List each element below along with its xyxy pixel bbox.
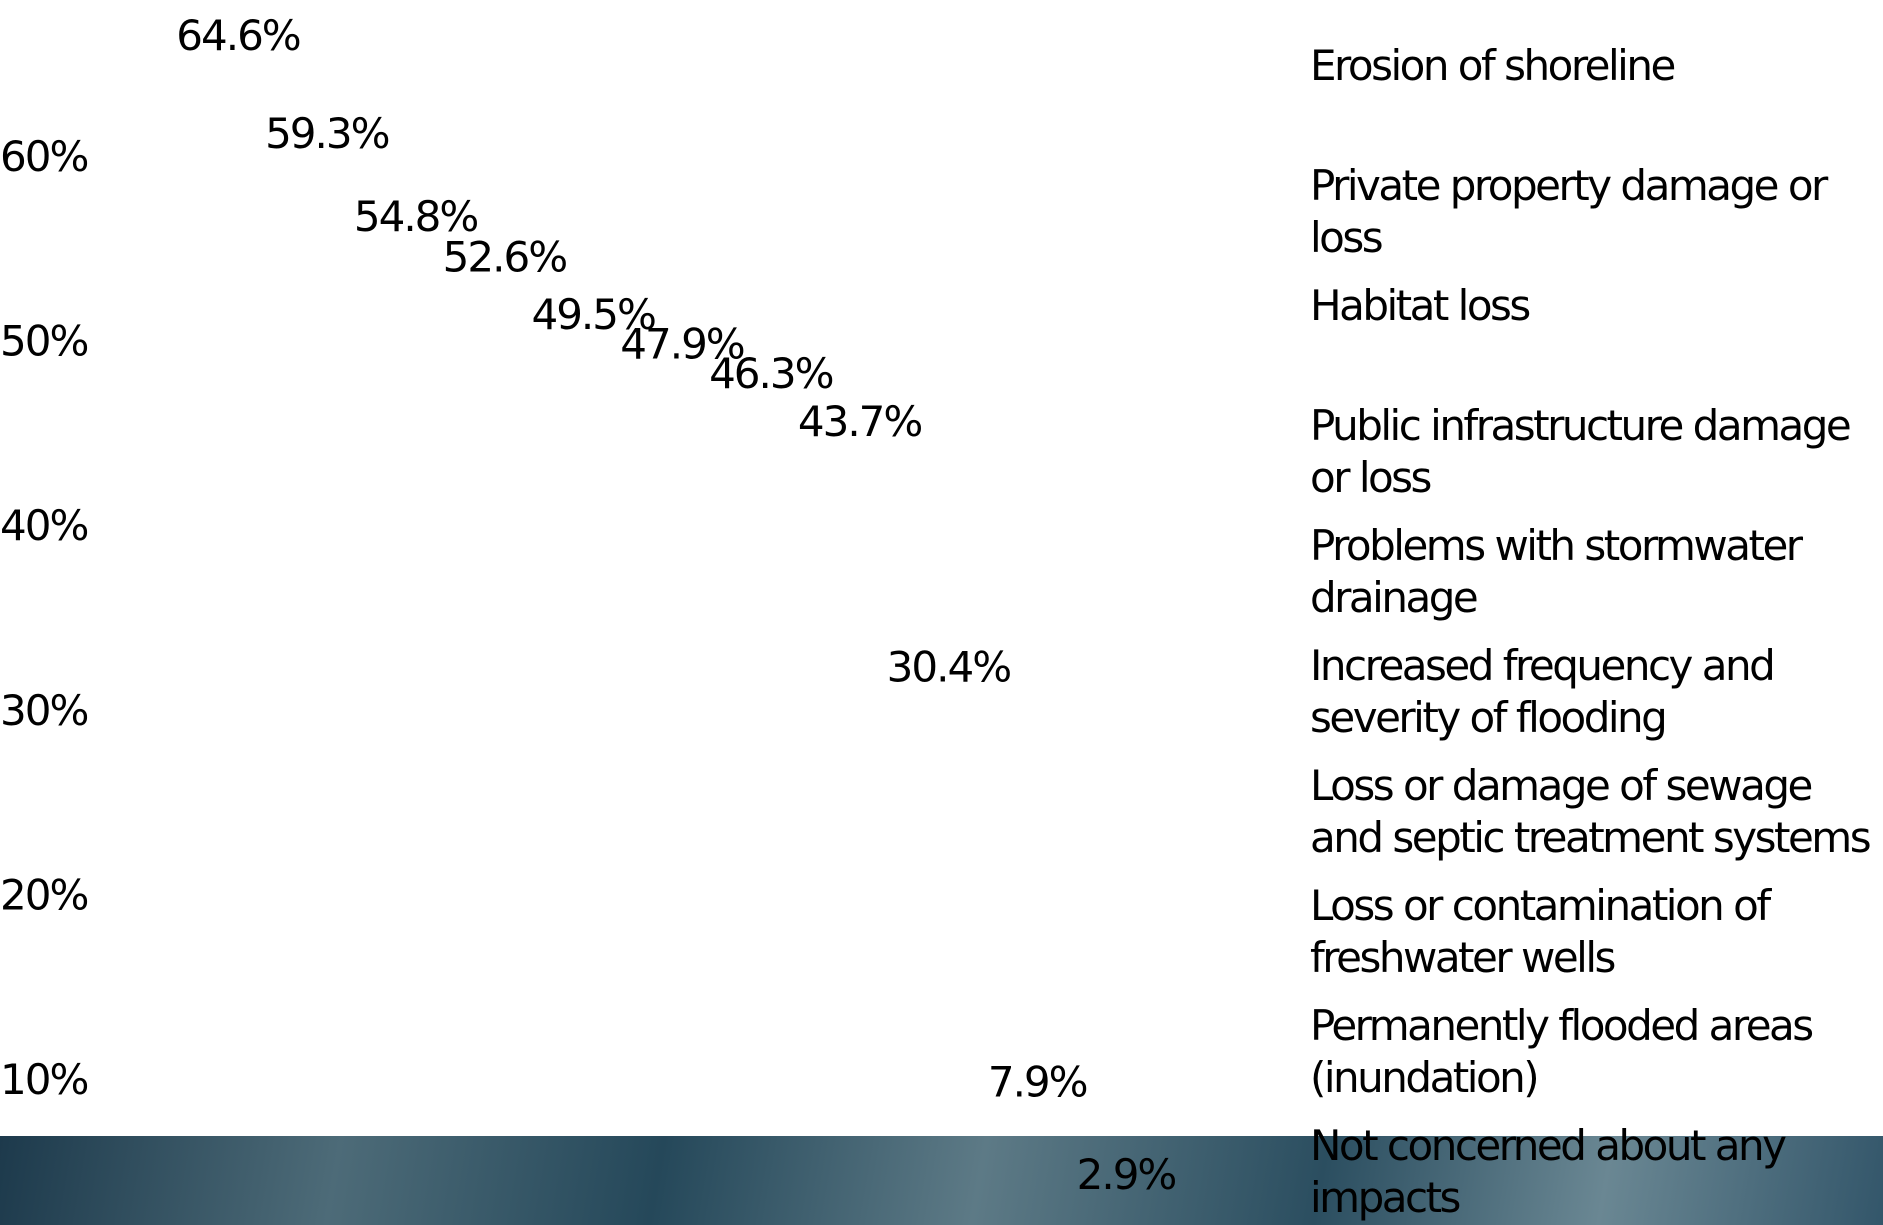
legend-item: Problems with stormwater drainage (1310, 521, 1803, 622)
data-label: 54.8% (354, 192, 478, 241)
bar (922, 706, 975, 1225)
bar (300, 172, 353, 1225)
bar (655, 383, 708, 1225)
legend-item: Private property damage or loss (1310, 161, 1828, 262)
legend-item: Habitat loss (1310, 281, 1531, 330)
data-label: 43.7% (798, 397, 922, 446)
bar (478, 296, 531, 1225)
legend-item: Loss or damage of sewage and septic trea… (1310, 761, 1872, 862)
bar (1099, 1213, 1152, 1225)
legend-item: Public infrastructure damage or loss (1310, 401, 1852, 502)
y-tick-label: 50% (0, 317, 87, 366)
data-label: 47.9% (620, 319, 744, 368)
data-label: 52.6% (443, 233, 567, 282)
legend-item: Loss or contamination of freshwater well… (1310, 881, 1771, 982)
data-label: 59.3% (265, 109, 389, 158)
data-label: 64.6% (176, 11, 300, 60)
bar (1011, 1121, 1064, 1225)
bar (389, 256, 442, 1225)
bar (833, 460, 886, 1225)
y-tick-label: 40% (0, 501, 87, 550)
legend-item: Permanently flooded areas (inundation) (1310, 1001, 1814, 1102)
ocean-background (0, 1136, 1883, 1225)
legend-item: Erosion of shoreline (1310, 41, 1676, 90)
legend-item: Not concerned about any impacts (1310, 1121, 1787, 1222)
bar (567, 353, 620, 1225)
y-tick-label: 10% (0, 1055, 87, 1104)
data-label: 7.9% (988, 1058, 1087, 1107)
legend-item: Increased frequency and severity of floo… (1310, 641, 1776, 742)
data-label: 2.9% (1077, 1150, 1176, 1199)
bar (744, 412, 797, 1225)
y-tick-label: 60% (0, 132, 87, 181)
bar (211, 75, 264, 1225)
data-label: 30.4% (887, 642, 1011, 691)
data-label: 49.5% (531, 290, 655, 339)
data-label: 46.3% (709, 349, 833, 398)
y-tick-label: 20% (0, 870, 87, 919)
y-tick-label: 30% (0, 686, 87, 735)
